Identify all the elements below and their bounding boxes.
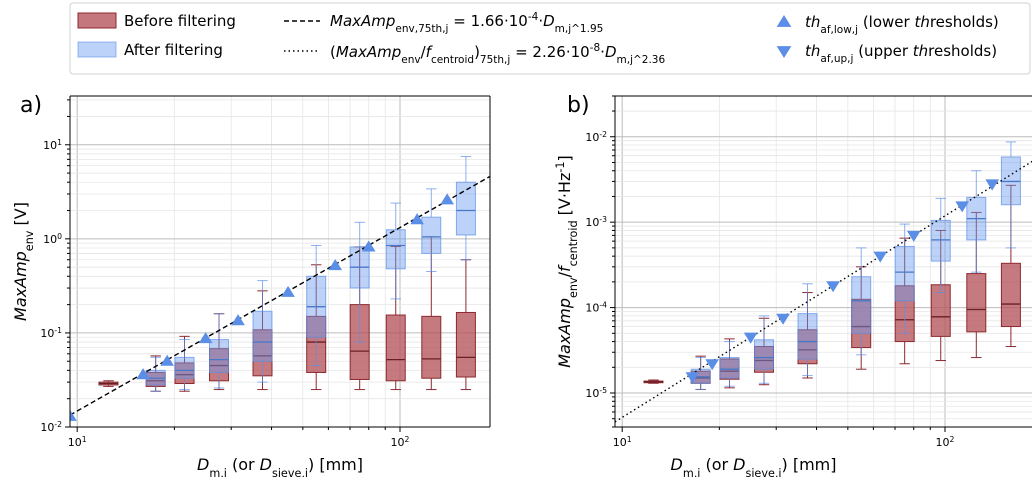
legend-label-upper: thaf,up,j (upper thresholds) <box>805 42 997 65</box>
box-before-0 <box>98 380 119 387</box>
threshold-lower-marker <box>440 193 455 205</box>
boxes-before <box>643 184 1021 390</box>
legend-swatch-before <box>77 12 117 29</box>
y-tick-label: 101 <box>43 137 62 152</box>
box-after-3 <box>252 280 273 383</box>
box-iqr <box>455 311 476 378</box>
box-after-4 <box>851 247 872 356</box>
legend: Before filtering After filtering MaxAmpenv… <box>69 2 1031 75</box>
y-tick-label: 10-4 <box>585 300 607 315</box>
box-iqr <box>174 356 195 379</box>
box-before-0 <box>643 379 664 384</box>
y-tick-label: 10-2 <box>40 420 62 435</box>
x-tick-label: 102 <box>936 435 955 450</box>
threshold-lower-marker <box>160 354 175 366</box>
grid <box>615 96 1032 427</box>
box-after-6 <box>385 202 406 300</box>
plot-area <box>615 96 1032 427</box>
box-after-7 <box>966 170 987 273</box>
box-after-4 <box>306 244 327 367</box>
box-iqr <box>385 229 406 270</box>
y-tick-label: 10-3 <box>585 215 607 230</box>
x-axis-label: Dm,j (or Dsieve,j) [mm] <box>671 455 837 477</box>
threshold-lower-marker <box>328 259 343 271</box>
box-after-6 <box>930 197 951 294</box>
threshold-lower-marker <box>361 240 376 252</box>
box-before-7 <box>385 245 406 391</box>
legend-swatch-after <box>77 41 117 58</box>
box-iqr <box>966 273 987 333</box>
y-tick-label: 10-2 <box>585 129 607 144</box>
box-after-5 <box>894 223 915 334</box>
box-iqr <box>797 313 818 360</box>
box-after-7 <box>421 188 442 272</box>
boxes-after <box>145 156 476 392</box>
box-after-2 <box>754 315 775 384</box>
threshold-upper-marker <box>705 359 720 371</box>
threshold-upper-marker <box>985 179 1000 191</box>
threshold-lower-marker <box>281 285 295 297</box>
box-iqr <box>1000 262 1021 328</box>
box-iqr <box>894 245 915 302</box>
panel-b: 101 102 10-5 10-4 10-3 10-2 b) Dm,j (or Dsieve,… <box>554 93 1032 477</box>
box-after-1 <box>719 341 740 387</box>
threshold-lower-marker <box>410 213 424 225</box>
y-axis-label: MaxAmpenv [V] <box>11 202 36 321</box>
box-iqr <box>421 315 442 379</box>
legend-marker-upper <box>776 46 792 58</box>
box-iqr <box>754 339 775 370</box>
box-after-5 <box>349 221 370 343</box>
box-after-3 <box>797 283 818 377</box>
threshold-upper-marker <box>955 201 969 213</box>
box-iqr <box>455 181 476 236</box>
y-tick-label: 100 <box>43 231 62 246</box>
legend-label-lower: thaf,low,j (lower thresholds) <box>805 13 999 36</box>
box-after-8 <box>455 156 476 261</box>
legend-label-fit-ratio: (MaxAmpenv/fcentroid)75th,j = 2.26·10-8·… <box>330 42 665 66</box>
box-after-8 <box>1000 141 1021 249</box>
legend-marker-lower <box>776 15 792 27</box>
legend-label-fit-env: MaxAmpenv,75th,j = 1.66·10-4·Dm,j^1.95 <box>330 11 603 35</box>
x-tick-label: 101 <box>613 435 632 450</box>
box-after-2 <box>209 313 230 389</box>
threshold-upper-marker <box>685 372 700 384</box>
threshold-lower-marker <box>231 314 245 326</box>
box-after-1 <box>174 339 195 391</box>
box-iqr <box>719 357 740 379</box>
boxes-after <box>690 141 1021 390</box>
threshold-upper-marker <box>776 313 790 325</box>
threshold-upper-marker <box>826 281 840 293</box>
plot-area <box>70 96 490 427</box>
box-iqr <box>930 219 951 262</box>
panel-label: b) <box>567 93 590 118</box>
threshold-upper-marker <box>743 332 758 344</box>
threshold-upper-marker <box>873 251 888 263</box>
threshold-lower-marker <box>198 332 213 344</box>
x-axis-label: Dm,j (or Dsieve,j) [mm] <box>197 455 363 477</box>
threshold-lower-marker <box>70 409 77 421</box>
box-after-0 <box>145 356 166 392</box>
box-iqr <box>209 339 230 373</box>
box-iqr <box>385 314 406 382</box>
y-axis-label: MaxAmpenv/fcentroid [V·Hz-1] <box>554 155 580 368</box>
x-tick-label: 101 <box>68 435 87 450</box>
legend-label-before: Before filtering <box>124 12 236 30</box>
y-tick-label: 10-5 <box>585 386 607 401</box>
legend-label-after: After filtering <box>124 41 223 59</box>
box-before-9 <box>455 259 476 391</box>
y-tick-label: 10-1 <box>40 325 62 340</box>
box-iqr <box>851 276 872 334</box>
threshold-lower-marker <box>136 368 150 380</box>
x-tick-label: 102 <box>391 435 410 450</box>
panel-a: 101 102 10-2 10-1 100 101 a) Dm,j (or Dsieve,j)… <box>11 93 491 477</box>
box-iqr <box>421 216 442 254</box>
threshold-upper-marker <box>906 230 921 242</box>
panel-label: a) <box>20 93 42 118</box>
box-iqr <box>252 310 273 362</box>
